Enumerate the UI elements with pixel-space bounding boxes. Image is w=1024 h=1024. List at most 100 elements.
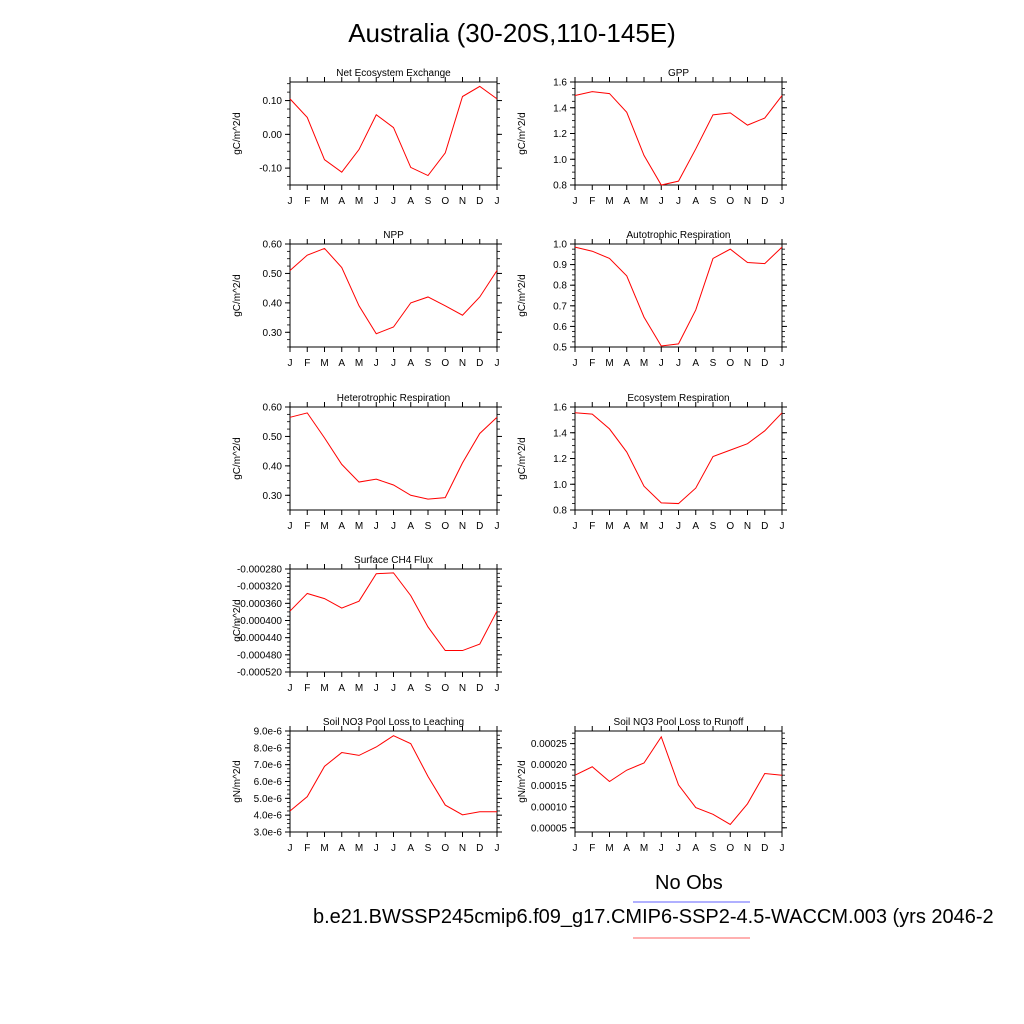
chart5-xtick-label: N: [459, 521, 466, 532]
chart9-xtick-label: A: [692, 843, 699, 854]
chart2-ytick-label: 0.8: [553, 181, 567, 192]
chart6-ytick-label: 0.8: [553, 506, 567, 517]
chart1-xtick-label: M: [320, 196, 328, 207]
chart1-xtick-label: M: [355, 196, 363, 207]
chart3-xtick-label: N: [459, 358, 466, 369]
chart7-ytick-label: -0.000400: [237, 616, 282, 627]
chart1-ytick-label: 0.00: [263, 130, 283, 141]
chart1-xtick-label: J: [374, 196, 379, 207]
chart2-series-line: [574, 91, 783, 186]
chart1-ylabel: gC/m^2/d: [232, 112, 243, 155]
chart7-xtick-label: J: [288, 683, 293, 694]
chart6-series-line: [574, 412, 783, 505]
chart6-title: Ecosystem Respiration: [627, 393, 729, 404]
chart4-xtick-label: J: [659, 358, 664, 369]
chart8-xtick-label: J: [495, 843, 500, 854]
chart4-ytick-label: 1.0: [553, 240, 567, 251]
chart1-title: Net Ecosystem Exchange: [336, 68, 451, 79]
chart8-xtick-label: J: [391, 843, 396, 854]
chart3-xtick-label: S: [425, 358, 432, 369]
chart1-series-line: [289, 85, 498, 177]
chart6-xtick-label: A: [692, 521, 699, 532]
chart3-xtick-label: M: [320, 358, 328, 369]
chart6-ytick-label: 1.6: [553, 403, 567, 414]
chart2-xtick-label: N: [744, 196, 751, 207]
chart7-xtick-label: N: [459, 683, 466, 694]
chart3-xtick-label: F: [304, 358, 310, 369]
chart9-xtick-label: M: [605, 843, 613, 854]
chart1-xtick-label: D: [476, 196, 483, 207]
chart3-title: NPP: [383, 230, 404, 241]
chart2-ytick-label: 1.6: [553, 78, 567, 89]
chart4-xtick-label: J: [573, 358, 578, 369]
chart7-xtick-label: D: [476, 683, 483, 694]
chart6-xtick-label: A: [623, 521, 630, 532]
chart4-xtick-label: A: [623, 358, 630, 369]
chart9-xtick-label: S: [710, 843, 717, 854]
chart6-xtick-label: J: [676, 521, 681, 532]
chart7-xtick-label: S: [425, 683, 432, 694]
chart7-xtick-label: J: [391, 683, 396, 694]
chart8-xtick-label: N: [459, 843, 466, 854]
page-title: Australia (30-20S,110-145E): [348, 18, 676, 48]
chart5-ylabel: gC/m^2/d: [232, 437, 243, 480]
chart1-xtick-label: S: [425, 196, 432, 207]
chart3-xtick-label: O: [441, 358, 449, 369]
chart7-frame: [289, 568, 498, 673]
chart4-title: Autotrophic Respiration: [627, 230, 731, 241]
chart9-ytick-label: 0.00005: [531, 823, 568, 834]
chart5-xtick-label: J: [288, 521, 293, 532]
chart4-xtick-label: J: [780, 358, 785, 369]
chart6-xtick-label: O: [726, 521, 734, 532]
chart1-xtick-label: J: [495, 196, 500, 207]
chart6-ytick-label: 1.4: [553, 428, 567, 439]
chart9-ytick-label: 0.00010: [531, 802, 568, 813]
chart3-xtick-label: D: [476, 358, 483, 369]
chart9-xtick-label: N: [744, 843, 751, 854]
chart8-ylabel: gN/m^2/d: [232, 760, 243, 803]
chart2-xtick-label: J: [780, 196, 785, 207]
chart9-xtick-label: M: [640, 843, 648, 854]
chart4-ytick-label: 0.6: [553, 322, 567, 333]
chart2-xtick-label: M: [605, 196, 613, 207]
chart9-ytick-label: 0.00025: [531, 739, 568, 750]
chart9-series-line: [574, 735, 783, 826]
chart7-ytick-label: -0.000440: [237, 633, 282, 644]
chart9-xtick-label: A: [623, 843, 630, 854]
chart7-xtick-label: J: [495, 683, 500, 694]
chart3-frame: [289, 243, 498, 348]
chart9-ylabel: gN/m^2/d: [517, 760, 528, 803]
chart7-ytick-label: -0.000320: [237, 582, 282, 593]
chart7-ytick-label: -0.000280: [237, 565, 282, 576]
chart9-frame: [574, 730, 783, 833]
chart9-xtick-label: F: [589, 843, 595, 854]
chart3-xtick-label: J: [391, 358, 396, 369]
chart4-ytick-label: 0.7: [553, 301, 567, 312]
chart8-frame: [289, 730, 498, 833]
chart4-ytick-label: 0.5: [553, 343, 567, 354]
chart8-xtick-label: M: [320, 843, 328, 854]
chart6-xtick-label: S: [710, 521, 717, 532]
chart6-ylabel: gC/m^2/d: [517, 437, 528, 480]
chart8-xtick-label: A: [338, 843, 345, 854]
chart7-xtick-label: O: [441, 683, 449, 694]
chart3-ylabel: gC/m^2/d: [232, 274, 243, 317]
chart2-xtick-label: F: [589, 196, 595, 207]
chart6-ytick-label: 1.2: [553, 454, 567, 465]
chart2-xtick-label: J: [573, 196, 578, 207]
chart9-xtick-label: J: [676, 843, 681, 854]
chart5-xtick-label: J: [391, 521, 396, 532]
chart8-xtick-label: O: [441, 843, 449, 854]
chart3-ytick-label: 0.60: [263, 240, 283, 251]
chart5-series-line: [289, 412, 498, 500]
chart1-ytick-label: -0.10: [259, 164, 282, 175]
chart5-xtick-label: O: [441, 521, 449, 532]
chart2-ytick-label: 1.2: [553, 129, 567, 140]
chart4-xtick-label: F: [589, 358, 595, 369]
chart7-ytick-label: -0.000360: [237, 599, 282, 610]
chart6-xtick-label: F: [589, 521, 595, 532]
chart1-xtick-label: A: [338, 196, 345, 207]
chart2-xtick-label: J: [659, 196, 664, 207]
chart5-title: Heterotrophic Respiration: [337, 393, 450, 404]
